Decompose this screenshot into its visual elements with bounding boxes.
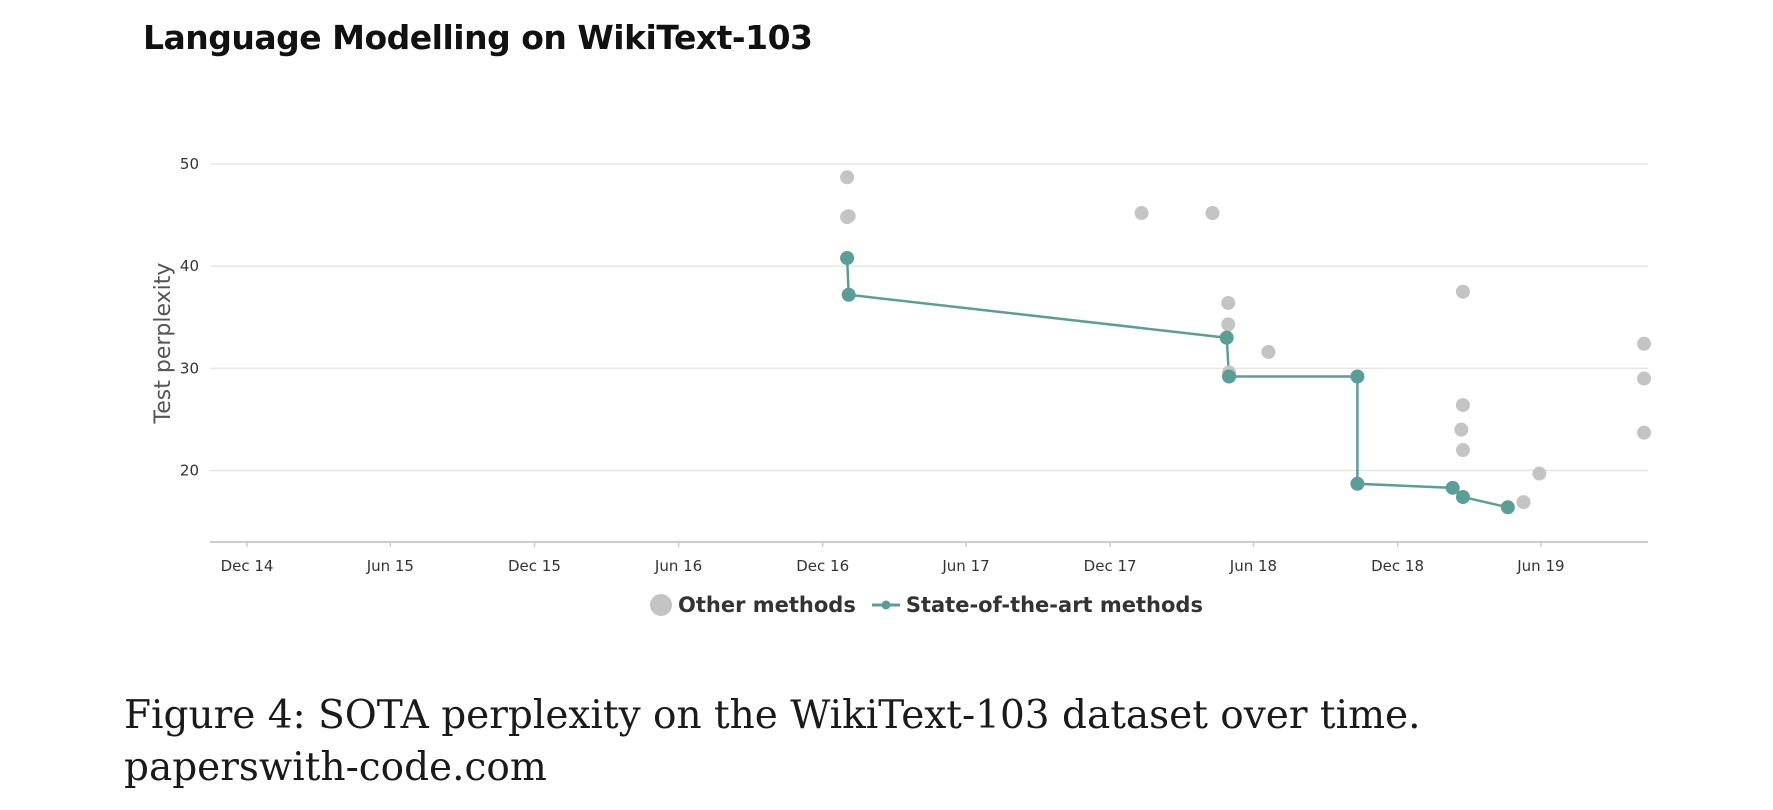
- other-method-point[interactable]: [841, 209, 856, 224]
- sota-method-point[interactable]: [840, 250, 855, 265]
- other-method-point[interactable]: [1221, 317, 1236, 332]
- legend-other-label[interactable]: Other methods: [678, 593, 856, 617]
- x-axis: [210, 541, 1648, 547]
- chart-title: Language Modelling on WikiText-103: [143, 18, 813, 57]
- x-tick-label: Dec 18: [1371, 557, 1424, 575]
- other-method-point[interactable]: [840, 170, 855, 185]
- x-tick-label: Jun 19: [1516, 557, 1564, 575]
- chart-plot: 20 30 40 50 Dec 14 Jun 15 Dec 15 Jun 16 Dec 16 J…: [151, 155, 1652, 575]
- sota-method-point[interactable]: [1219, 330, 1234, 345]
- y-axis-label: Test perplexity: [151, 263, 176, 425]
- x-tick-label: Dec 17: [1084, 557, 1137, 575]
- y-tick-label: 50: [180, 155, 199, 173]
- legend-sota-label[interactable]: State-of-the-art methods: [905, 593, 1203, 617]
- other-method-point[interactable]: [1637, 425, 1652, 440]
- sota-method-point[interactable]: [1455, 490, 1470, 505]
- x-tick-label: Jun 18: [1229, 557, 1277, 575]
- sota-method-point[interactable]: [1222, 369, 1237, 384]
- x-tick-label: Dec 16: [796, 557, 849, 575]
- x-tick-label: Dec 14: [221, 557, 274, 575]
- other-method-point[interactable]: [1516, 495, 1531, 510]
- figure-caption: Figure 4: SOTA perplexity on the WikiTex…: [124, 693, 1421, 790]
- other-method-point[interactable]: [1637, 336, 1652, 351]
- sota-methods-series: [840, 250, 1515, 515]
- x-tick-label: Jun 16: [654, 557, 702, 575]
- x-tick-label: Jun 15: [366, 557, 414, 575]
- legend: Other methods State-of-the-art methods: [650, 590, 1203, 620]
- other-method-point[interactable]: [1261, 344, 1276, 359]
- other-method-point[interactable]: [1532, 466, 1547, 481]
- other-method-point[interactable]: [1637, 371, 1652, 386]
- sota-method-point[interactable]: [1350, 476, 1365, 491]
- other-method-point[interactable]: [1455, 443, 1470, 458]
- other-method-point[interactable]: [1134, 206, 1149, 221]
- y-tick-label: 30: [180, 359, 199, 377]
- sota-method-point[interactable]: [841, 287, 856, 302]
- x-tick-label: Dec 15: [508, 557, 561, 575]
- x-tick-label: Jun 17: [941, 557, 989, 575]
- other-method-point[interactable]: [1221, 295, 1236, 310]
- legend-other-marker[interactable]: [650, 594, 672, 616]
- y-tick-label: 40: [180, 257, 199, 275]
- legend-sota-marker[interactable]: [871, 598, 900, 612]
- y-tick-label: 20: [180, 461, 199, 479]
- sota-method-point[interactable]: [1445, 480, 1460, 495]
- other-method-point[interactable]: [1455, 284, 1470, 299]
- other-method-point[interactable]: [1455, 398, 1470, 413]
- other-method-point[interactable]: [1454, 422, 1469, 437]
- y-tick-labels: 20 30 40 50: [180, 155, 199, 479]
- other-methods-series: [840, 170, 1652, 510]
- sota-method-point[interactable]: [1500, 500, 1515, 515]
- grid-lines: [210, 163, 1648, 472]
- sota-method-point[interactable]: [1350, 369, 1365, 384]
- x-tick-labels: Dec 14 Jun 15 Dec 15 Jun 16 Dec 16 Jun 17 Dec …: [221, 557, 1565, 575]
- other-method-point[interactable]: [1205, 206, 1220, 221]
